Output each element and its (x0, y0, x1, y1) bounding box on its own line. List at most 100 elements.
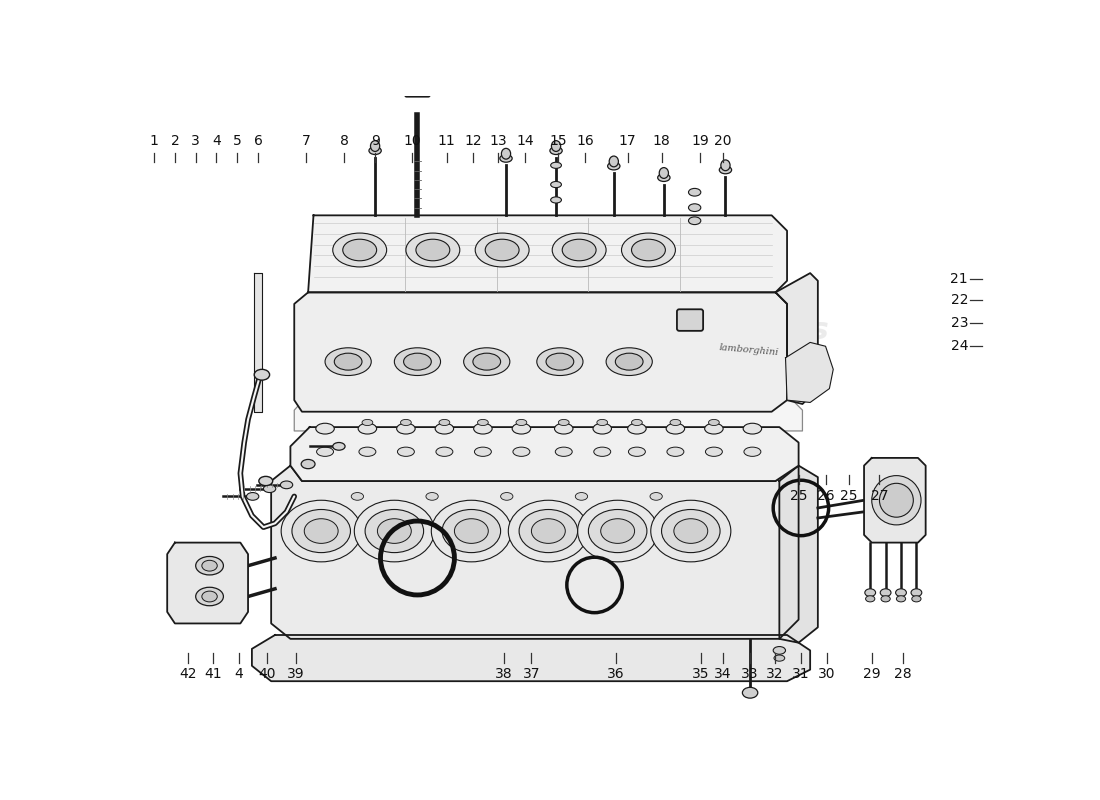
Text: 8: 8 (340, 134, 349, 148)
Ellipse shape (362, 419, 373, 426)
Polygon shape (308, 215, 788, 292)
Polygon shape (779, 466, 818, 642)
Ellipse shape (597, 419, 607, 426)
Text: 41: 41 (205, 667, 222, 682)
Text: 25: 25 (790, 489, 807, 502)
Ellipse shape (454, 518, 488, 543)
Ellipse shape (911, 589, 922, 597)
Ellipse shape (896, 596, 905, 602)
Ellipse shape (316, 423, 334, 434)
Text: 2: 2 (170, 134, 179, 148)
Ellipse shape (588, 510, 647, 553)
Polygon shape (776, 273, 818, 404)
Ellipse shape (334, 353, 362, 370)
Ellipse shape (359, 423, 376, 434)
Ellipse shape (670, 419, 681, 426)
Ellipse shape (667, 447, 684, 456)
Text: 21: 21 (950, 272, 968, 286)
Ellipse shape (416, 239, 450, 261)
Ellipse shape (559, 419, 569, 426)
Ellipse shape (282, 500, 361, 562)
Ellipse shape (246, 493, 258, 500)
Text: 40: 40 (258, 667, 276, 682)
Ellipse shape (519, 510, 578, 553)
Ellipse shape (689, 204, 701, 211)
Text: eurospares: eurospares (637, 315, 829, 345)
Ellipse shape (394, 348, 440, 375)
Ellipse shape (531, 518, 565, 543)
Ellipse shape (871, 476, 921, 525)
Ellipse shape (650, 493, 662, 500)
Text: 10: 10 (404, 134, 421, 148)
Ellipse shape (365, 510, 424, 553)
Text: 3: 3 (191, 134, 200, 148)
Text: 23: 23 (950, 316, 968, 330)
Ellipse shape (661, 510, 721, 553)
Text: 17: 17 (619, 134, 637, 148)
Ellipse shape (720, 160, 730, 170)
Ellipse shape (377, 518, 411, 543)
Text: 27: 27 (871, 489, 888, 502)
Ellipse shape (508, 500, 588, 562)
Ellipse shape (550, 147, 562, 154)
Ellipse shape (333, 233, 387, 267)
Ellipse shape (556, 447, 572, 456)
Ellipse shape (658, 174, 670, 182)
Ellipse shape (513, 447, 530, 456)
Text: 16: 16 (576, 134, 594, 148)
Text: 34: 34 (714, 667, 732, 682)
Ellipse shape (500, 493, 513, 500)
Ellipse shape (628, 423, 646, 434)
Ellipse shape (912, 596, 921, 602)
Ellipse shape (397, 447, 415, 456)
Ellipse shape (404, 353, 431, 370)
Ellipse shape (659, 168, 669, 178)
Text: 18: 18 (652, 134, 670, 148)
Ellipse shape (317, 447, 333, 456)
Ellipse shape (264, 485, 276, 493)
Text: 1: 1 (150, 134, 158, 148)
Ellipse shape (879, 483, 913, 517)
Text: 5: 5 (233, 134, 242, 148)
Text: 29: 29 (862, 667, 881, 682)
Text: 39: 39 (287, 667, 305, 682)
Ellipse shape (502, 148, 510, 159)
Polygon shape (252, 635, 810, 682)
Text: 20: 20 (714, 134, 732, 148)
Ellipse shape (431, 500, 512, 562)
Text: 31: 31 (792, 667, 810, 682)
Ellipse shape (485, 239, 519, 261)
Ellipse shape (674, 518, 707, 543)
Ellipse shape (477, 419, 488, 426)
Ellipse shape (631, 239, 666, 261)
Ellipse shape (351, 493, 363, 500)
Ellipse shape (301, 459, 315, 469)
Ellipse shape (516, 419, 527, 426)
Ellipse shape (744, 423, 761, 434)
Text: 32: 32 (766, 667, 783, 682)
Ellipse shape (551, 182, 561, 188)
Ellipse shape (606, 348, 652, 375)
FancyBboxPatch shape (676, 310, 703, 331)
Text: 30: 30 (818, 667, 836, 682)
Text: 12: 12 (464, 134, 482, 148)
Ellipse shape (196, 587, 223, 606)
Text: 11: 11 (438, 134, 455, 148)
Polygon shape (785, 342, 834, 402)
Ellipse shape (628, 447, 646, 456)
Ellipse shape (773, 646, 785, 654)
Ellipse shape (474, 423, 492, 434)
Text: 15: 15 (550, 134, 568, 148)
Ellipse shape (594, 447, 610, 456)
Text: 26: 26 (816, 489, 835, 502)
Ellipse shape (475, 233, 529, 267)
Ellipse shape (742, 687, 758, 698)
Ellipse shape (354, 500, 434, 562)
Text: eurospares: eurospares (280, 463, 474, 493)
Ellipse shape (689, 217, 701, 225)
Ellipse shape (326, 348, 372, 375)
Text: 28: 28 (893, 667, 912, 682)
Ellipse shape (880, 589, 891, 597)
Ellipse shape (473, 353, 500, 370)
Ellipse shape (397, 423, 415, 434)
